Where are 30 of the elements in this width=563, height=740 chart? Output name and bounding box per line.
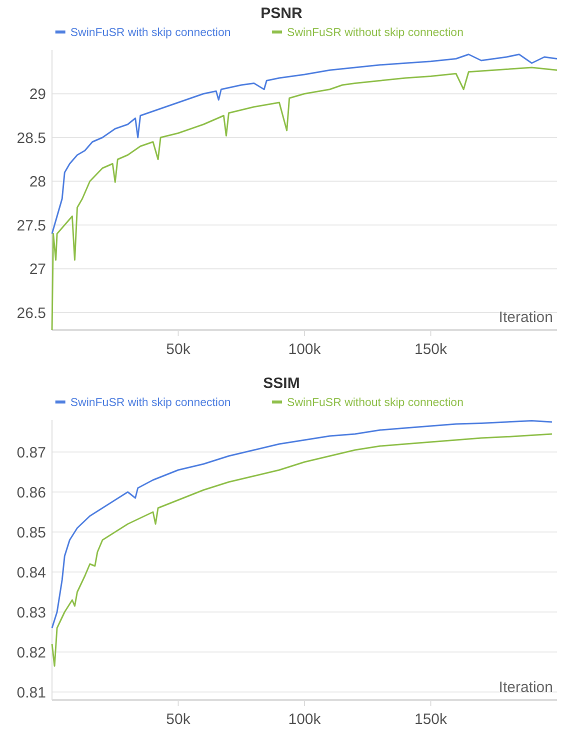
- x-tick-label: 50k: [166, 341, 191, 358]
- legend-label: SwinFuSR without skip connection: [287, 397, 464, 409]
- y-tick-label: 0.82: [16, 644, 46, 662]
- y-tick-label: 0.85: [16, 524, 46, 542]
- y-tick-label: 28.5: [16, 130, 46, 147]
- x-axis-title: Iteration: [498, 309, 553, 326]
- y-tick-label: 27: [29, 261, 46, 278]
- x-tick-label: 150k: [414, 341, 448, 358]
- x-tick-label: 150k: [414, 711, 448, 728]
- legend-label: SwinFuSR with skip connection: [70, 397, 231, 409]
- line-series: [51, 420, 553, 629]
- y-tick-label: 28: [29, 174, 46, 190]
- y-tick-label: 0.84: [16, 564, 46, 582]
- chart-title: SSIM: [263, 375, 300, 392]
- x-tick-label: 100k: [288, 341, 322, 358]
- y-tick-label: 29: [29, 86, 46, 103]
- y-tick-label: 0.83: [16, 604, 46, 622]
- y-tick-label: 27.5: [16, 217, 46, 234]
- x-tick-label: 50k: [166, 711, 191, 728]
- x-axis-title: Iteration: [498, 679, 553, 696]
- chart-title: PSNR: [260, 5, 302, 22]
- y-tick-label: 0.86: [16, 484, 46, 502]
- legend-label: SwinFuSR without skip connection: [287, 27, 464, 39]
- x-tick-label: 100k: [288, 711, 322, 728]
- y-tick-label: 0.87: [16, 444, 46, 462]
- line-series: [51, 433, 553, 667]
- legend-label: SwinFuSR with skip connection: [70, 27, 231, 39]
- y-tick-label: 26.5: [16, 304, 46, 322]
- y-tick-label: 0.81: [16, 684, 46, 702]
- line-series: [51, 54, 558, 234]
